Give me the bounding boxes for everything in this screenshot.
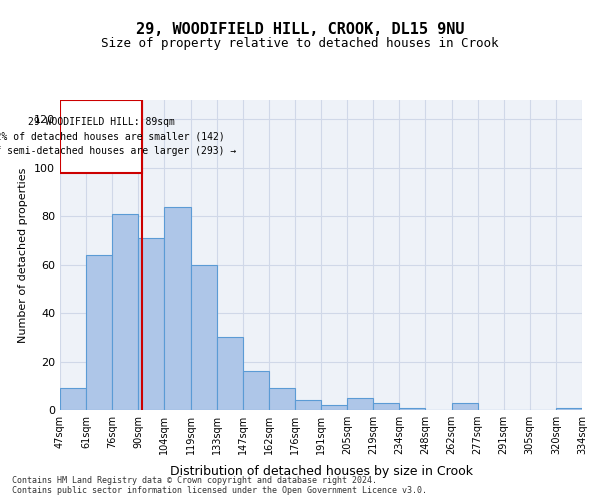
Bar [556, 408, 582, 410]
Bar [321, 405, 347, 410]
Bar [217, 338, 243, 410]
Text: Contains HM Land Registry data © Crown copyright and database right 2024.
Contai: Contains HM Land Registry data © Crown c… [12, 476, 427, 495]
Bar [139, 238, 164, 410]
Bar [373, 402, 400, 410]
Bar [269, 388, 295, 410]
Bar [400, 408, 425, 410]
Bar [112, 214, 139, 410]
Text: Size of property relative to detached houses in Crook: Size of property relative to detached ho… [101, 38, 499, 51]
Bar [86, 255, 112, 410]
Bar [452, 402, 478, 410]
Bar [60, 388, 86, 410]
X-axis label: Distribution of detached houses by size in Crook: Distribution of detached houses by size … [170, 466, 473, 478]
Bar [242, 371, 269, 410]
Bar [164, 206, 191, 410]
Bar [347, 398, 373, 410]
Bar [295, 400, 321, 410]
FancyBboxPatch shape [60, 100, 142, 172]
Text: 29, WOODIFIELD HILL, CROOK, DL15 9NU: 29, WOODIFIELD HILL, CROOK, DL15 9NU [136, 22, 464, 38]
Y-axis label: Number of detached properties: Number of detached properties [19, 168, 28, 342]
Bar [191, 264, 217, 410]
Text: 29 WOODIFIELD HILL: 89sqm
← 32% of detached houses are smaller (142)
66% of semi: 29 WOODIFIELD HILL: 89sqm ← 32% of detac… [0, 116, 236, 156]
